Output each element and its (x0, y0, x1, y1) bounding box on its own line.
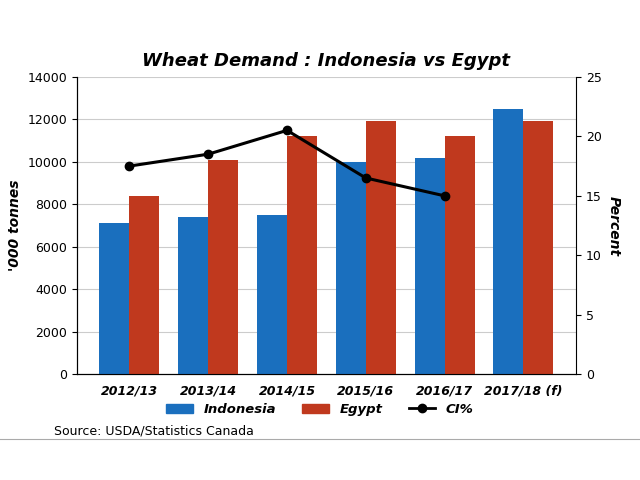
Bar (493, 108, 524, 374)
Bar (257, 215, 287, 374)
Bar (99, 224, 129, 374)
Bar (524, 121, 554, 374)
Line: CI%: CI% (125, 126, 449, 200)
Bar (415, 157, 445, 374)
Bar (179, 217, 208, 374)
Bar (208, 160, 238, 374)
Bar (287, 136, 317, 374)
Bar (129, 196, 159, 374)
Bar (336, 162, 366, 374)
CI% (204, 151, 212, 157)
Title: Wheat Demand : Indonesia vs Egypt: Wheat Demand : Indonesia vs Egypt (142, 52, 511, 70)
Bar (366, 121, 396, 374)
Y-axis label: '000 tonnes: '000 tonnes (8, 180, 22, 271)
CI% (125, 163, 133, 169)
Y-axis label: Percent: Percent (607, 195, 621, 256)
CI% (283, 128, 291, 133)
CI% (441, 193, 449, 199)
Legend: Indonesia, Egypt, CI%: Indonesia, Egypt, CI% (161, 398, 479, 421)
CI% (362, 175, 370, 181)
Text: Source: USDA/Statistics Canada: Source: USDA/Statistics Canada (54, 424, 254, 437)
Bar (445, 136, 474, 374)
